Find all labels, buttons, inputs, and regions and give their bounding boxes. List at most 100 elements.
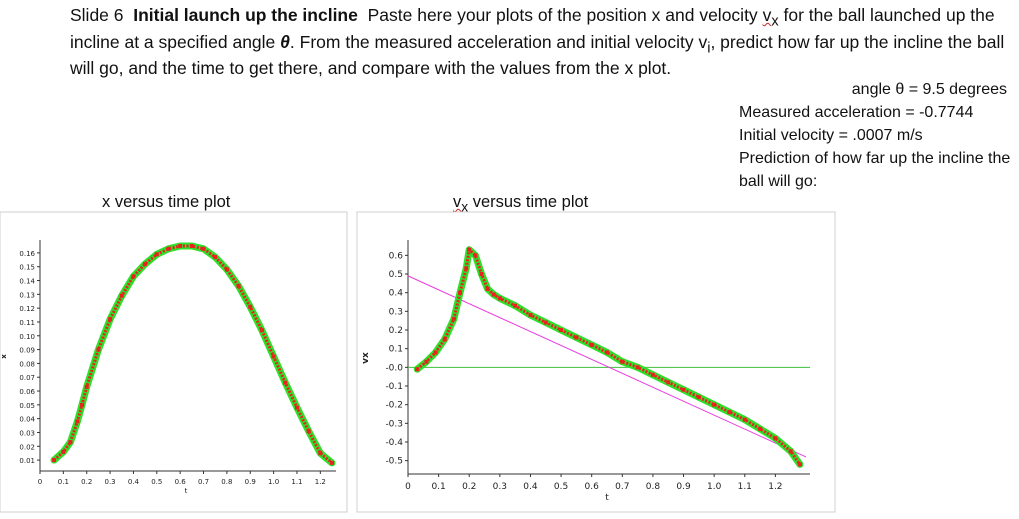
instruction-text-4: , predict how far up the incline the bal… [70, 31, 1005, 78]
x-tick-label: 1.2 [315, 478, 326, 486]
x-tick-label: 0.5 [151, 478, 162, 486]
y-tick-label: 0.11 [19, 319, 35, 327]
data-point [797, 462, 802, 467]
data-point [84, 384, 89, 389]
data-point [318, 451, 323, 456]
y-tick-label: 0.16 [19, 250, 35, 258]
x-tick-label: 0.7 [615, 482, 629, 492]
y-tick-label: 0.3 [389, 307, 403, 317]
y-tick-label: 0.5 [389, 270, 403, 280]
measurement-info: angle θ = 9.5 degrees Measured accelerat… [739, 78, 1019, 193]
data-point [259, 328, 264, 333]
y-tick-label: 0.2 [389, 326, 403, 336]
data-point [306, 429, 311, 434]
x-tick-label: 0.2 [81, 478, 92, 486]
y-tick-label: -0.4 [385, 438, 403, 448]
y-tick-label: 0.09 [19, 347, 35, 355]
y-tick-label: 0.6 [389, 251, 404, 261]
y-tick-label: 0.10 [19, 333, 35, 341]
data-point [213, 255, 218, 260]
data-point [788, 449, 793, 454]
plot-frame [356, 211, 836, 513]
x-tick-label: 1.1 [738, 482, 752, 492]
x-axis-label: t [605, 493, 609, 503]
fit-line [407, 275, 807, 458]
data-point [727, 410, 732, 415]
y-tick-label: 0.1 [389, 345, 403, 355]
y-tick-label: 0.01 [19, 457, 35, 465]
y-tick-label: 0.07 [19, 374, 35, 382]
data-point [451, 316, 456, 321]
data-point [61, 449, 66, 454]
data-point [458, 290, 463, 295]
theta-symbol: θ [280, 31, 290, 52]
y-tick-label: 0.08 [19, 360, 35, 368]
slide-label: Slide 6 [70, 5, 124, 25]
data-point [758, 426, 763, 431]
data-point [605, 350, 609, 355]
data-point [75, 419, 80, 424]
data-point [528, 313, 533, 318]
x-tick-label: 0.8 [646, 482, 661, 492]
x-tick-label: 0.7 [198, 478, 209, 486]
plot-frame [0, 211, 348, 513]
y-tick-label: -0.1 [385, 382, 403, 392]
x-tick-label: 0.5 [554, 482, 568, 492]
data-point [189, 244, 194, 248]
data-point [773, 436, 778, 441]
data-point [620, 359, 625, 364]
data-point [589, 342, 594, 347]
data-point [681, 387, 686, 392]
x-tick-label: 0.4 [128, 478, 140, 486]
x-tick-label: 0.9 [676, 482, 691, 492]
x-tick-label: 0.3 [493, 482, 507, 492]
data-point [473, 253, 478, 258]
y-axis-label: vx [361, 352, 371, 364]
x-tick-label: 0.3 [105, 478, 116, 486]
y-tick-label: 0.02 [19, 443, 35, 451]
y-tick-label: 0.4 [389, 289, 404, 299]
data-point [330, 460, 334, 465]
data-point [742, 417, 747, 422]
y-tick-label: 0.06 [19, 388, 35, 396]
data-point [666, 380, 671, 385]
data-point [224, 267, 229, 272]
y-tick-label: -0.2 [385, 401, 403, 411]
x-tick-label: 0 [38, 478, 42, 486]
data-point [119, 293, 124, 298]
data-point [635, 365, 640, 370]
data-point [491, 292, 496, 297]
data-point [712, 402, 717, 407]
data-point [248, 304, 253, 309]
v-plot-title: vx versus time plot [453, 193, 589, 215]
data-point [178, 244, 183, 248]
instruction-text-2: for the ball launched up the incline at … [70, 5, 995, 52]
x-tick-label: 0.1 [431, 482, 445, 492]
x-tick-label: 0 [405, 482, 411, 492]
y-tick-label: 0.05 [19, 402, 35, 410]
data-point [513, 303, 518, 308]
data-point [108, 317, 113, 322]
data-point [271, 354, 276, 359]
data-point [433, 350, 438, 355]
data-point [294, 405, 299, 410]
x-tick-label: 1.1 [291, 478, 302, 486]
data-point [424, 359, 429, 364]
data-point [650, 372, 655, 377]
data-point [52, 458, 57, 463]
x-tick-label: 1.0 [707, 482, 722, 492]
data-point [283, 380, 288, 385]
x-tick-label: 0.1 [58, 478, 69, 486]
data-point [696, 395, 701, 400]
data-point [559, 328, 564, 332]
y-tick-label: 0.04 [19, 416, 35, 424]
instruction-vx: vx [762, 5, 779, 30]
y-tick-label: -0.3 [385, 419, 403, 429]
data-point [201, 246, 206, 251]
data-point [415, 367, 420, 372]
data-point [479, 272, 484, 276]
data-point [467, 247, 472, 252]
data-point [442, 337, 447, 342]
y-tick-label: 0.03 [19, 429, 35, 437]
data-point [131, 274, 136, 279]
